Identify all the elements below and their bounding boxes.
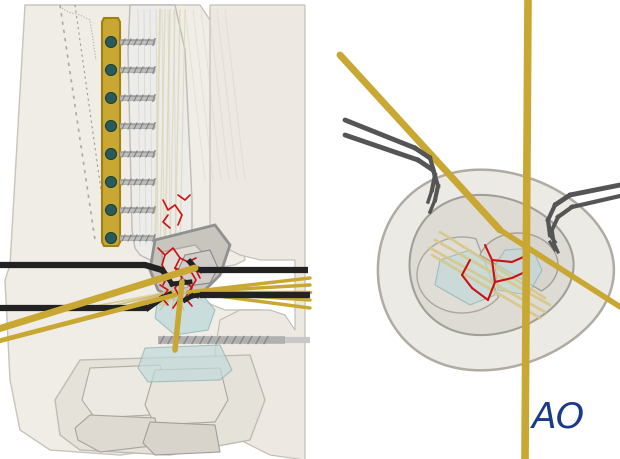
Polygon shape <box>138 345 232 382</box>
Circle shape <box>105 37 117 47</box>
Polygon shape <box>178 250 218 286</box>
Polygon shape <box>480 233 558 291</box>
Polygon shape <box>5 5 290 455</box>
Polygon shape <box>155 292 215 335</box>
Polygon shape <box>82 365 165 418</box>
Polygon shape <box>410 195 574 335</box>
Circle shape <box>105 65 117 75</box>
Polygon shape <box>150 225 230 300</box>
Circle shape <box>105 121 117 131</box>
Polygon shape <box>210 5 305 459</box>
Polygon shape <box>102 18 120 246</box>
Polygon shape <box>378 170 614 370</box>
Circle shape <box>105 233 117 244</box>
Polygon shape <box>128 5 192 262</box>
Circle shape <box>105 149 117 159</box>
Polygon shape <box>495 248 542 295</box>
Circle shape <box>105 177 117 187</box>
Circle shape <box>105 205 117 215</box>
Polygon shape <box>143 422 220 455</box>
Polygon shape <box>162 245 210 288</box>
Text: AO: AO <box>531 401 585 435</box>
Polygon shape <box>55 355 265 455</box>
Circle shape <box>105 93 117 103</box>
Polygon shape <box>75 415 160 452</box>
Polygon shape <box>435 250 495 305</box>
Polygon shape <box>145 368 228 425</box>
Polygon shape <box>417 237 498 313</box>
